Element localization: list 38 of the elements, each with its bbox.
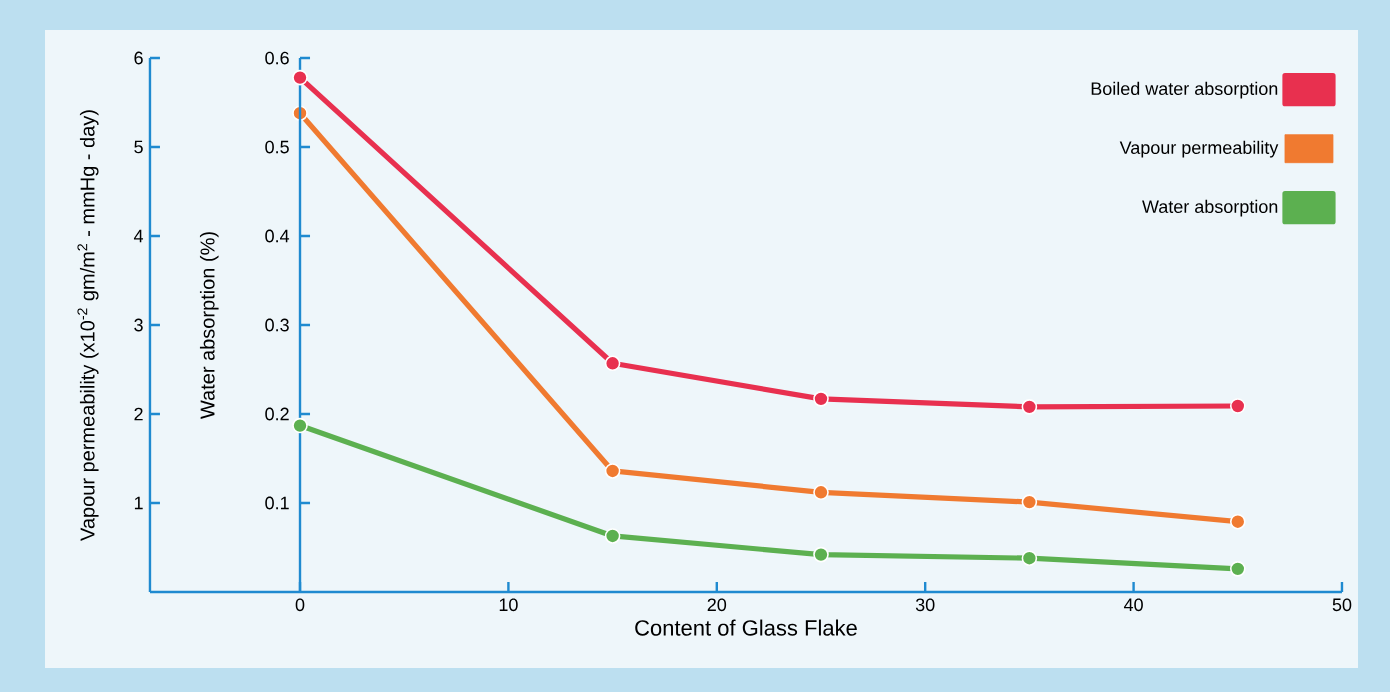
x-tick-label: 50 xyxy=(1332,598,1352,612)
x-tick-label: 40 xyxy=(1123,598,1143,612)
point xyxy=(813,546,829,563)
x-tick-label: 30 xyxy=(915,598,935,612)
y2-tick-label: 5 xyxy=(134,140,143,154)
point xyxy=(604,355,621,372)
y2-tick-label: 1 xyxy=(134,496,143,510)
point xyxy=(1021,399,1038,415)
x-tick-label: 0 xyxy=(295,598,305,612)
y-axis-title: Water absorption (%) xyxy=(199,232,219,420)
point xyxy=(604,528,621,544)
x-tick-label: 10 xyxy=(499,598,518,612)
point xyxy=(292,69,308,86)
x-tick-label: 20 xyxy=(707,598,727,612)
x-axis-title: Content of Glass Flake xyxy=(635,619,857,636)
legend-label: Water absorption xyxy=(1142,199,1278,217)
y2-tick-label: 6 xyxy=(134,51,143,65)
y2-tick-label: 3 xyxy=(134,318,143,332)
y-tick-label: 0.1 xyxy=(265,496,289,510)
y2-tick-label: 2 xyxy=(134,407,143,421)
legend-label: Vapour permeability xyxy=(1119,140,1279,158)
point xyxy=(1229,561,1246,577)
y-tick-label: 0.5 xyxy=(265,140,289,154)
y2-axis-title: Vapour permeability (x10$^{-2}$ gm/m$^{2}$ - mmHg - day) xyxy=(77,110,99,541)
point xyxy=(604,463,621,479)
point xyxy=(813,484,829,501)
legend-label: Boiled water absorption xyxy=(1091,81,1278,99)
y-tick-label: 0.6 xyxy=(265,51,289,65)
y2-tick-label: 4 xyxy=(133,229,144,243)
y-tick-label: 0.2 xyxy=(265,407,289,421)
point xyxy=(1229,513,1246,530)
point xyxy=(1021,550,1038,566)
point xyxy=(813,391,829,407)
point xyxy=(292,417,308,434)
y-tick-label: 0.3 xyxy=(265,318,289,332)
point xyxy=(1021,494,1038,510)
y-tick-label: 0.4 xyxy=(265,229,290,243)
point xyxy=(1229,398,1246,414)
